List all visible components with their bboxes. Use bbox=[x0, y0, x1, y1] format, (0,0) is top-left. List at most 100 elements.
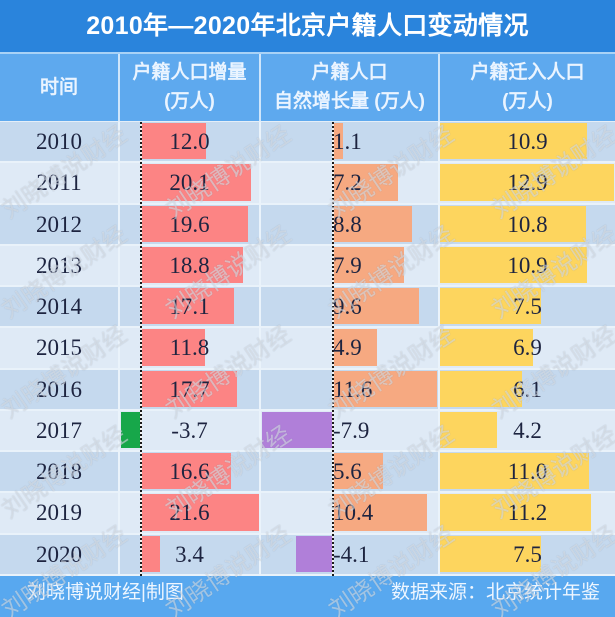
header-natural-line1: 户籍人口 bbox=[311, 62, 388, 83]
year-label: 2016 bbox=[36, 376, 82, 402]
table-row: 2017 -3.7 -7.9 4.2 bbox=[0, 410, 615, 451]
increase-zero-axis bbox=[140, 122, 142, 576]
value-label-migration: 10.8 bbox=[507, 211, 548, 237]
table-row: 2015 11.8 4.9 6.9 bbox=[0, 328, 615, 368]
value-label-migration: 6.1 bbox=[513, 376, 542, 402]
value-label-natural-growth: 8.8 bbox=[333, 211, 362, 237]
value-label-natural-growth: 1.1 bbox=[333, 129, 362, 154]
year-label: 2015 bbox=[36, 335, 82, 361]
bar-increase bbox=[141, 453, 232, 490]
value-label-migration: 7.5 bbox=[513, 294, 542, 320]
bar-natural-growth bbox=[333, 370, 438, 407]
year-label: 2018 bbox=[36, 459, 82, 485]
table-row: 2020 3.4 -4.1 7.5 bbox=[0, 534, 615, 574]
value-label-increase: 17.7 bbox=[169, 376, 210, 402]
bar-natural-growth-negative bbox=[296, 535, 333, 572]
column-divider bbox=[438, 54, 440, 121]
footer-source: 数据来源：北京统计年鉴 bbox=[390, 582, 600, 603]
header-migration-line2: (万人) bbox=[502, 91, 553, 112]
bar-increase bbox=[141, 164, 251, 201]
table-header: 时间 户籍人口增量 (万人) 户籍人口 自然增长量 (万人) 户籍迁入人口 (万… bbox=[0, 54, 615, 121]
column-divider bbox=[118, 122, 120, 576]
bar-migration bbox=[440, 494, 592, 531]
value-label-migration: 12.9 bbox=[507, 170, 548, 196]
column-divider bbox=[438, 122, 440, 576]
title-divider bbox=[0, 52, 615, 54]
year-label: 2020 bbox=[36, 541, 82, 567]
chart-title: 2010年—2020年北京户籍人口变动情况 bbox=[0, 0, 615, 52]
header-time: 时间 bbox=[39, 77, 78, 98]
value-label-increase: 12.0 bbox=[169, 129, 210, 154]
value-label-natural-growth: 7.9 bbox=[333, 252, 362, 278]
bar-increase bbox=[141, 205, 248, 242]
table-row: 2011 20.1 7.2 12.9 bbox=[0, 163, 615, 203]
year-label: 2019 bbox=[36, 500, 82, 526]
column-divider bbox=[259, 54, 261, 121]
bar-migration bbox=[440, 205, 586, 242]
value-label-increase: 17.1 bbox=[169, 294, 210, 320]
year-label: 2014 bbox=[36, 294, 82, 320]
value-label-migration: 11.2 bbox=[507, 500, 548, 526]
table-row: 2014 17.1 9.6 7.5 bbox=[0, 287, 615, 327]
bar-migration bbox=[440, 453, 589, 490]
header-migration: 户籍迁入人口 (万人) bbox=[440, 54, 615, 121]
bar-migration bbox=[440, 123, 588, 160]
header-increase-line2: (万人) bbox=[164, 91, 215, 112]
natural-growth-zero-axis bbox=[332, 122, 334, 576]
bar-natural-growth bbox=[333, 123, 343, 160]
bar-natural-growth-negative bbox=[261, 411, 333, 449]
value-label-migration: 10.9 bbox=[507, 129, 548, 154]
year-label: 2013 bbox=[36, 252, 82, 278]
bar-migration bbox=[440, 535, 542, 572]
bar-natural-growth bbox=[333, 164, 398, 201]
footer-credit: 刘晓博说财经|制图 bbox=[27, 582, 184, 603]
header-natural-line2: 自然增长量 (万人) bbox=[274, 91, 425, 112]
table-row: 2018 16.6 5.6 11.0 bbox=[0, 452, 615, 492]
bar-increase bbox=[141, 535, 160, 572]
header-natural-growth: 户籍人口 自然增长量 (万人) bbox=[261, 54, 438, 121]
year-label: 2017 bbox=[36, 417, 82, 443]
bar-natural-growth bbox=[333, 494, 427, 531]
value-label-migration: 10.9 bbox=[507, 252, 548, 278]
value-label-increase: 11.8 bbox=[169, 335, 210, 361]
value-label-increase: 20.1 bbox=[169, 170, 210, 196]
table-row: 2016 17.7 11.6 6.1 bbox=[0, 369, 615, 409]
bar-increase bbox=[141, 370, 238, 407]
table-row: 2012 19.6 8.8 10.8 bbox=[0, 204, 615, 244]
value-label-natural-growth: -4.1 bbox=[333, 541, 370, 567]
value-label-migration: 6.9 bbox=[513, 335, 542, 361]
header-increase-line1: 户籍人口增量 bbox=[132, 62, 247, 83]
bar-increase bbox=[141, 329, 206, 366]
bar-migration bbox=[440, 411, 497, 449]
value-label-migration: 7.5 bbox=[513, 541, 542, 567]
bar-natural-growth bbox=[333, 246, 405, 284]
bar-increase bbox=[141, 288, 235, 325]
value-label-increase: 21.6 bbox=[169, 500, 210, 526]
year-label: 2011 bbox=[36, 170, 82, 196]
value-label-increase: 18.8 bbox=[169, 252, 210, 278]
table-row: 2019 21.6 10.4 11.2 bbox=[0, 493, 615, 533]
footer: 刘晓博说财经|制图 数据来源：北京统计年鉴 bbox=[0, 576, 615, 617]
table-row: 2010 12.0 1.1 10.9 bbox=[0, 122, 615, 162]
column-divider bbox=[259, 122, 261, 576]
year-label: 2012 bbox=[36, 211, 82, 237]
value-label-natural-growth: 4.9 bbox=[333, 335, 362, 361]
bar-migration bbox=[440, 329, 534, 366]
value-label-migration: 11.0 bbox=[507, 459, 548, 485]
value-label-natural-growth: 11.6 bbox=[333, 376, 373, 402]
table-row: 2013 18.8 7.9 10.9 bbox=[0, 245, 615, 286]
year-label: 2010 bbox=[36, 129, 82, 154]
value-label-natural-growth: -7.9 bbox=[333, 417, 370, 443]
value-label-increase: -3.7 bbox=[171, 417, 208, 443]
value-label-increase: 19.6 bbox=[169, 211, 210, 237]
header-divider bbox=[0, 121, 615, 122]
value-label-natural-growth: 7.2 bbox=[333, 170, 362, 196]
value-label-migration: 4.2 bbox=[513, 417, 542, 443]
value-label-natural-growth: 9.6 bbox=[333, 294, 362, 320]
value-label-increase: 3.4 bbox=[175, 541, 204, 567]
bar-natural-growth bbox=[333, 288, 420, 325]
bar-migration bbox=[440, 164, 615, 201]
bar-migration bbox=[440, 288, 542, 325]
bar-natural-growth bbox=[333, 329, 378, 366]
bar-migration bbox=[440, 370, 523, 407]
